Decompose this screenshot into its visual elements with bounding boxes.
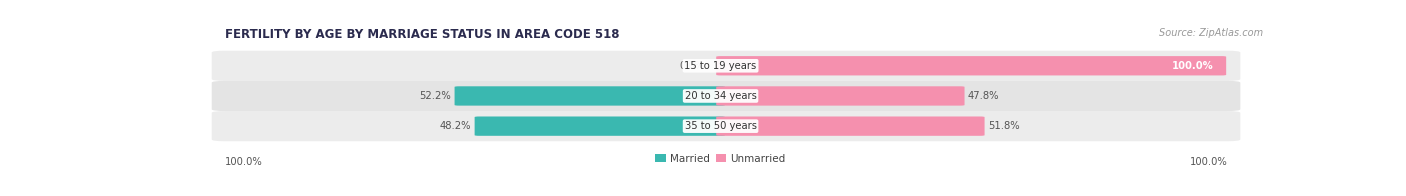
Text: 15 to 19 years: 15 to 19 years	[685, 61, 756, 71]
Text: 100.0%: 100.0%	[225, 157, 263, 167]
Text: 51.8%: 51.8%	[988, 121, 1019, 131]
Text: 100.0%: 100.0%	[1171, 61, 1213, 71]
FancyBboxPatch shape	[716, 116, 984, 136]
Text: 48.2%: 48.2%	[440, 121, 471, 131]
Text: 0.0%: 0.0%	[679, 61, 704, 71]
Text: 100.0%: 100.0%	[1189, 157, 1227, 167]
Text: 47.8%: 47.8%	[967, 91, 1000, 101]
Text: 20 to 34 years: 20 to 34 years	[685, 91, 756, 101]
FancyBboxPatch shape	[212, 111, 1240, 141]
Text: Source: ZipAtlas.com: Source: ZipAtlas.com	[1159, 28, 1263, 38]
FancyBboxPatch shape	[716, 56, 1226, 75]
Text: 35 to 50 years: 35 to 50 years	[685, 121, 756, 131]
FancyBboxPatch shape	[212, 51, 1240, 81]
Text: FERTILITY BY AGE BY MARRIAGE STATUS IN AREA CODE 518: FERTILITY BY AGE BY MARRIAGE STATUS IN A…	[225, 28, 619, 41]
Legend: Married, Unmarried: Married, Unmarried	[651, 149, 790, 168]
FancyBboxPatch shape	[454, 86, 725, 106]
FancyBboxPatch shape	[212, 81, 1240, 111]
Text: 52.2%: 52.2%	[419, 91, 451, 101]
FancyBboxPatch shape	[716, 86, 965, 106]
FancyBboxPatch shape	[475, 116, 725, 136]
